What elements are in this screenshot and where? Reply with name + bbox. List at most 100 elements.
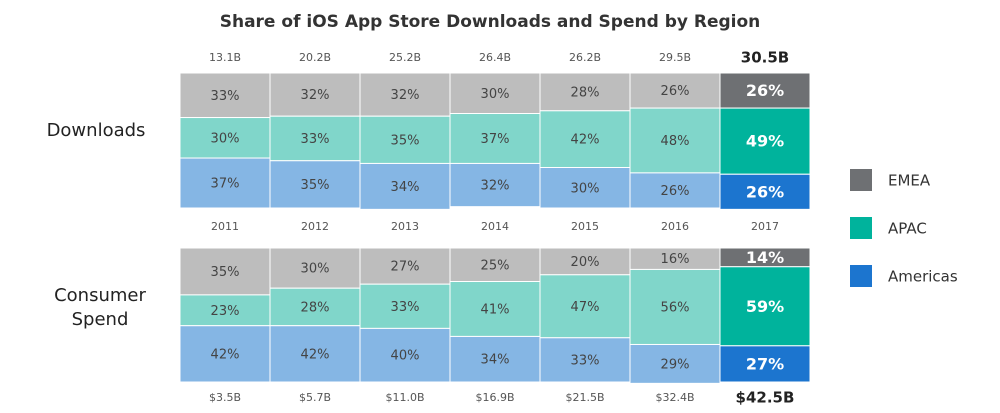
total-label: 13.1B xyxy=(209,51,241,64)
data-label: 30% xyxy=(571,181,600,196)
total-label: 26.2B xyxy=(569,51,601,64)
data-label: 41% xyxy=(481,302,510,317)
data-label: 26% xyxy=(661,184,690,199)
legend-label: Americas xyxy=(888,268,958,286)
data-label: 26% xyxy=(746,182,784,201)
data-label: 42% xyxy=(571,133,600,148)
data-label: 33% xyxy=(391,300,420,315)
bar-segment xyxy=(179,72,271,119)
bar-segment xyxy=(269,160,361,209)
bar-segment xyxy=(719,345,811,383)
data-label: 28% xyxy=(301,300,330,315)
x-tick-label: 2016 xyxy=(661,220,689,233)
bar-segment xyxy=(359,115,451,164)
panel-label: Consumer Spend xyxy=(54,285,146,330)
data-label: 35% xyxy=(211,265,240,280)
panel-label: Downloads xyxy=(46,120,146,141)
data-label: 27% xyxy=(746,354,784,373)
data-label: 33% xyxy=(571,353,600,368)
data-label: 30% xyxy=(211,131,240,146)
x-tick-label: 2017 xyxy=(751,220,779,233)
data-label: 23% xyxy=(211,304,240,319)
data-label: 27% xyxy=(391,260,420,275)
bar-segment xyxy=(449,162,541,208)
data-label: 35% xyxy=(391,133,420,148)
chart-title: Share of iOS App Store Downloads and Spe… xyxy=(220,12,761,32)
data-label: 35% xyxy=(301,178,330,193)
data-label: 30% xyxy=(481,87,510,102)
bar-segment xyxy=(179,294,271,327)
total-label: $16.9B xyxy=(475,391,514,404)
data-label: 49% xyxy=(746,132,784,151)
bar-segment xyxy=(629,107,721,174)
bar-segment xyxy=(719,107,811,175)
bar-segment xyxy=(359,247,451,285)
legend-swatch xyxy=(850,217,872,239)
total-label: $11.0B xyxy=(385,391,424,404)
legend-swatch xyxy=(850,265,872,287)
data-label: 29% xyxy=(661,357,690,372)
total-label: $3.5B xyxy=(209,391,241,404)
data-label: 32% xyxy=(301,88,330,103)
total-label: 30.5B xyxy=(741,49,789,67)
bar-segment xyxy=(269,325,361,383)
total-label: $42.5B xyxy=(736,389,795,407)
data-label: 14% xyxy=(746,248,784,267)
legend-label: EMEA xyxy=(888,172,931,190)
x-tick-label: 2014 xyxy=(481,220,509,233)
data-label: 59% xyxy=(746,297,784,316)
total-label: $32.4B xyxy=(655,391,694,404)
legend-label: APAC xyxy=(888,220,927,238)
bar-segment xyxy=(539,110,631,169)
total-label: 25.2B xyxy=(389,51,421,64)
data-label: 56% xyxy=(661,300,690,315)
data-label: 16% xyxy=(661,252,690,267)
x-tick-label: 2011 xyxy=(211,220,239,233)
data-label: 42% xyxy=(301,347,330,362)
bar-segment xyxy=(179,157,271,209)
bar-segment xyxy=(629,172,721,209)
bar-segment xyxy=(359,283,451,329)
data-label: 25% xyxy=(481,258,510,273)
data-label: 28% xyxy=(571,85,600,100)
total-label: 29.5B xyxy=(659,51,691,64)
data-label: 32% xyxy=(391,88,420,103)
data-label: 20% xyxy=(571,255,600,270)
data-label: 26% xyxy=(661,84,690,99)
data-label: 37% xyxy=(211,177,240,192)
bar-segment xyxy=(449,72,541,114)
bar-segment xyxy=(179,247,271,296)
x-tick-label: 2013 xyxy=(391,220,419,233)
data-label: 33% xyxy=(301,132,330,147)
legend-swatch xyxy=(850,169,872,191)
data-label: 47% xyxy=(571,300,600,315)
data-label: 26% xyxy=(746,81,784,100)
bar-segment xyxy=(269,247,361,289)
data-label: 48% xyxy=(661,134,690,149)
x-tick-label: 2015 xyxy=(571,220,599,233)
data-label: 40% xyxy=(391,349,420,364)
data-label: 33% xyxy=(211,89,240,104)
bar-segment xyxy=(719,173,811,210)
bar-segment xyxy=(179,117,271,159)
data-label: 34% xyxy=(481,353,510,368)
total-label: 26.4B xyxy=(479,51,511,64)
bar-segment xyxy=(449,247,541,282)
total-label: $21.5B xyxy=(565,391,604,404)
bar-segment xyxy=(359,162,451,210)
x-tick-label: 2012 xyxy=(301,220,329,233)
data-label: 32% xyxy=(481,179,510,194)
bar-segment xyxy=(539,337,631,383)
bar-segment xyxy=(719,72,811,109)
data-label: 30% xyxy=(301,262,330,277)
bar-segment xyxy=(539,274,631,339)
bar-segment xyxy=(629,72,721,109)
data-label: 37% xyxy=(481,132,510,147)
total-label: $5.7B xyxy=(299,391,331,404)
bar-segment xyxy=(629,343,721,384)
total-label: 20.2B xyxy=(299,51,331,64)
bar-segment xyxy=(719,266,811,347)
data-label: 42% xyxy=(211,347,240,362)
